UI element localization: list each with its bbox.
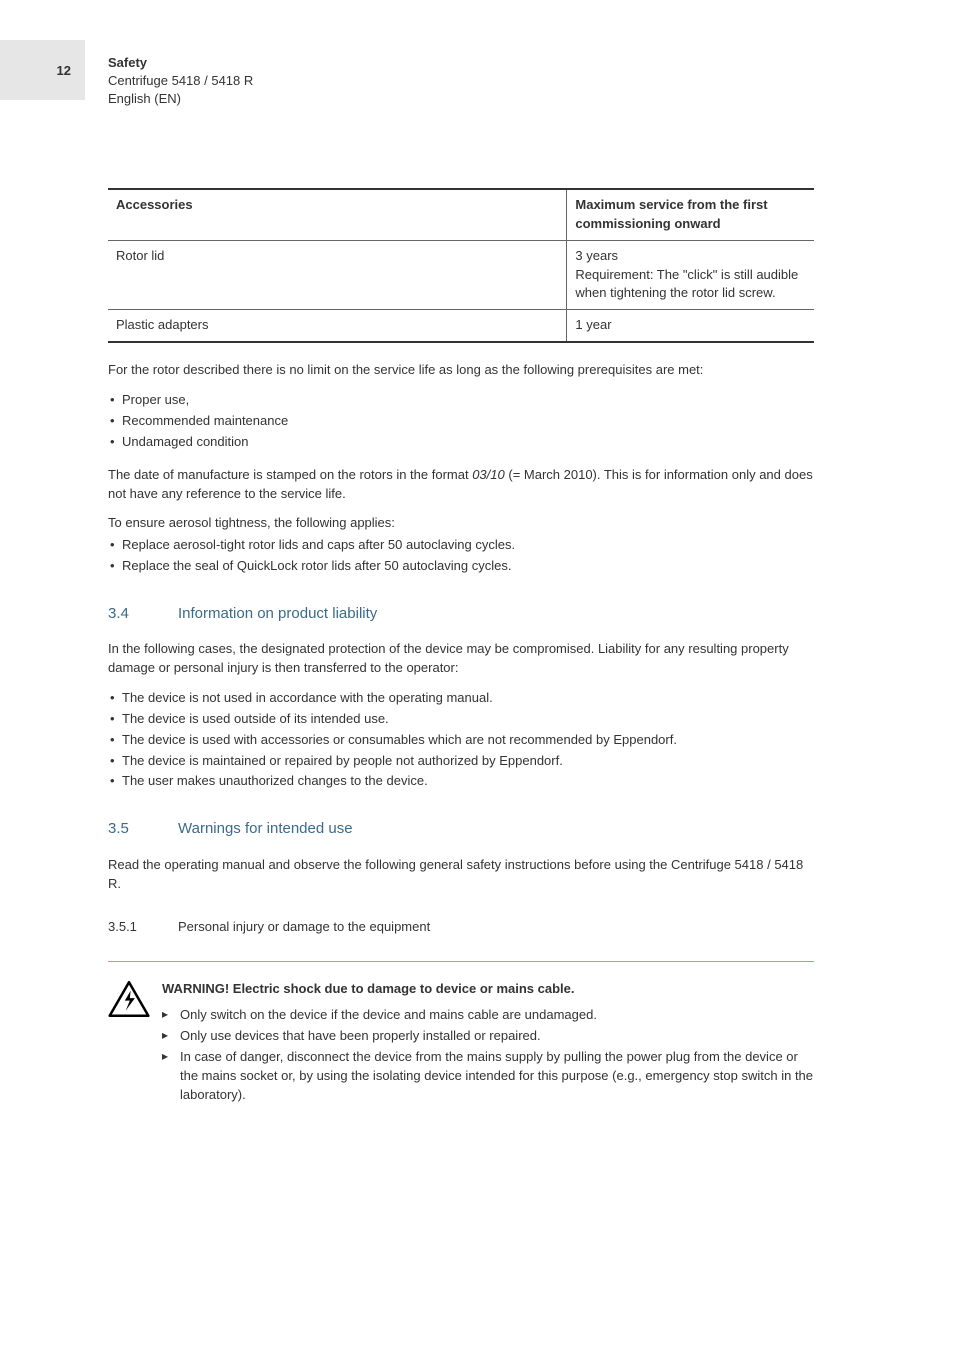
section-3-4-paragraph: In the following cases, the designated p… — [108, 640, 814, 678]
list-item: Replace aerosol-tight rotor lids and cap… — [122, 535, 814, 556]
section-3-5-heading: 3.5 Warnings for intended use — [108, 818, 814, 840]
table-cell: Rotor lid — [108, 240, 567, 310]
paragraph-aerosol-intro: To ensure aerosol tightness, the followi… — [108, 514, 814, 533]
list-item: Proper use, — [122, 390, 814, 411]
header-language: English (EN) — [108, 90, 253, 108]
list-item: The device is maintained or repaired by … — [122, 751, 814, 772]
warning-action-list: Only switch on the device if the device … — [162, 1006, 814, 1104]
warning-text: WARNING! Electric shock due to damage to… — [162, 980, 814, 1107]
section-3-5-paragraph: Read the operating manual and observe th… — [108, 856, 814, 894]
table-cell: 3 years Requirement: The "click" is stil… — [567, 240, 814, 310]
table-header-service: Maximum service from the first commissio… — [567, 189, 814, 240]
electric-shock-warning-icon — [108, 980, 150, 1107]
section-number: 3.4 — [108, 603, 178, 625]
page-tab: 12 — [0, 40, 85, 100]
section-3-4-heading: 3.4 Information on product liability — [108, 603, 814, 625]
list-item: The device is used outside of its intend… — [122, 709, 814, 730]
table-cell: 1 year — [567, 310, 814, 342]
text: The date of manufacture is stamped on th… — [108, 467, 472, 482]
liability-list: The device is not used in accordance wit… — [108, 688, 814, 792]
table-row: Plastic adapters 1 year — [108, 310, 814, 342]
list-item: Only use devices that have been properly… — [162, 1027, 814, 1046]
list-item: In case of danger, disconnect the device… — [162, 1048, 814, 1105]
warning-divider — [108, 961, 814, 962]
table-header-accessories: Accessories — [108, 189, 567, 240]
warning-block: WARNING! Electric shock due to damage to… — [108, 980, 814, 1107]
list-item: The device is used with accessories or c… — [122, 730, 814, 751]
warning-title: WARNING! Electric shock due to damage to… — [162, 980, 814, 999]
subsection-title: Personal injury or damage to the equipme… — [178, 918, 430, 937]
header-subtitle: Centrifuge 5418 / 5418 R — [108, 72, 253, 90]
section-3-5-1-heading: 3.5.1 Personal injury or damage to the e… — [108, 918, 814, 937]
paragraph-date-manufacture: The date of manufacture is stamped on th… — [108, 466, 814, 504]
subsection-number: 3.5.1 — [108, 918, 178, 937]
table-row: Rotor lid 3 years Requirement: The "clic… — [108, 240, 814, 310]
service-life-table: Accessories Maximum service from the fir… — [108, 188, 814, 343]
list-item: Only switch on the device if the device … — [162, 1006, 814, 1025]
table-cell: Plastic adapters — [108, 310, 567, 342]
list-item: Undamaged condition — [122, 432, 814, 453]
paragraph-rotor-intro: For the rotor described there is no limi… — [108, 361, 814, 380]
page-header: Safety Centrifuge 5418 / 5418 R English … — [108, 54, 253, 109]
aerosol-list: Replace aerosol-tight rotor lids and cap… — [108, 535, 814, 577]
list-item: The user makes unauthorized changes to t… — [122, 771, 814, 792]
date-format-italic: 03/10 — [472, 467, 505, 482]
list-item: Replace the seal of QuickLock rotor lids… — [122, 556, 814, 577]
header-title: Safety — [108, 54, 253, 72]
list-item: Recommended maintenance — [122, 411, 814, 432]
rotor-prereq-list: Proper use, Recommended maintenance Unda… — [108, 390, 814, 453]
page-content: Accessories Maximum service from the fir… — [108, 188, 814, 1107]
section-number: 3.5 — [108, 818, 178, 840]
list-item: The device is not used in accordance wit… — [122, 688, 814, 709]
page-number: 12 — [57, 63, 71, 78]
section-title: Warnings for intended use — [178, 818, 353, 840]
section-title: Information on product liability — [178, 603, 377, 625]
